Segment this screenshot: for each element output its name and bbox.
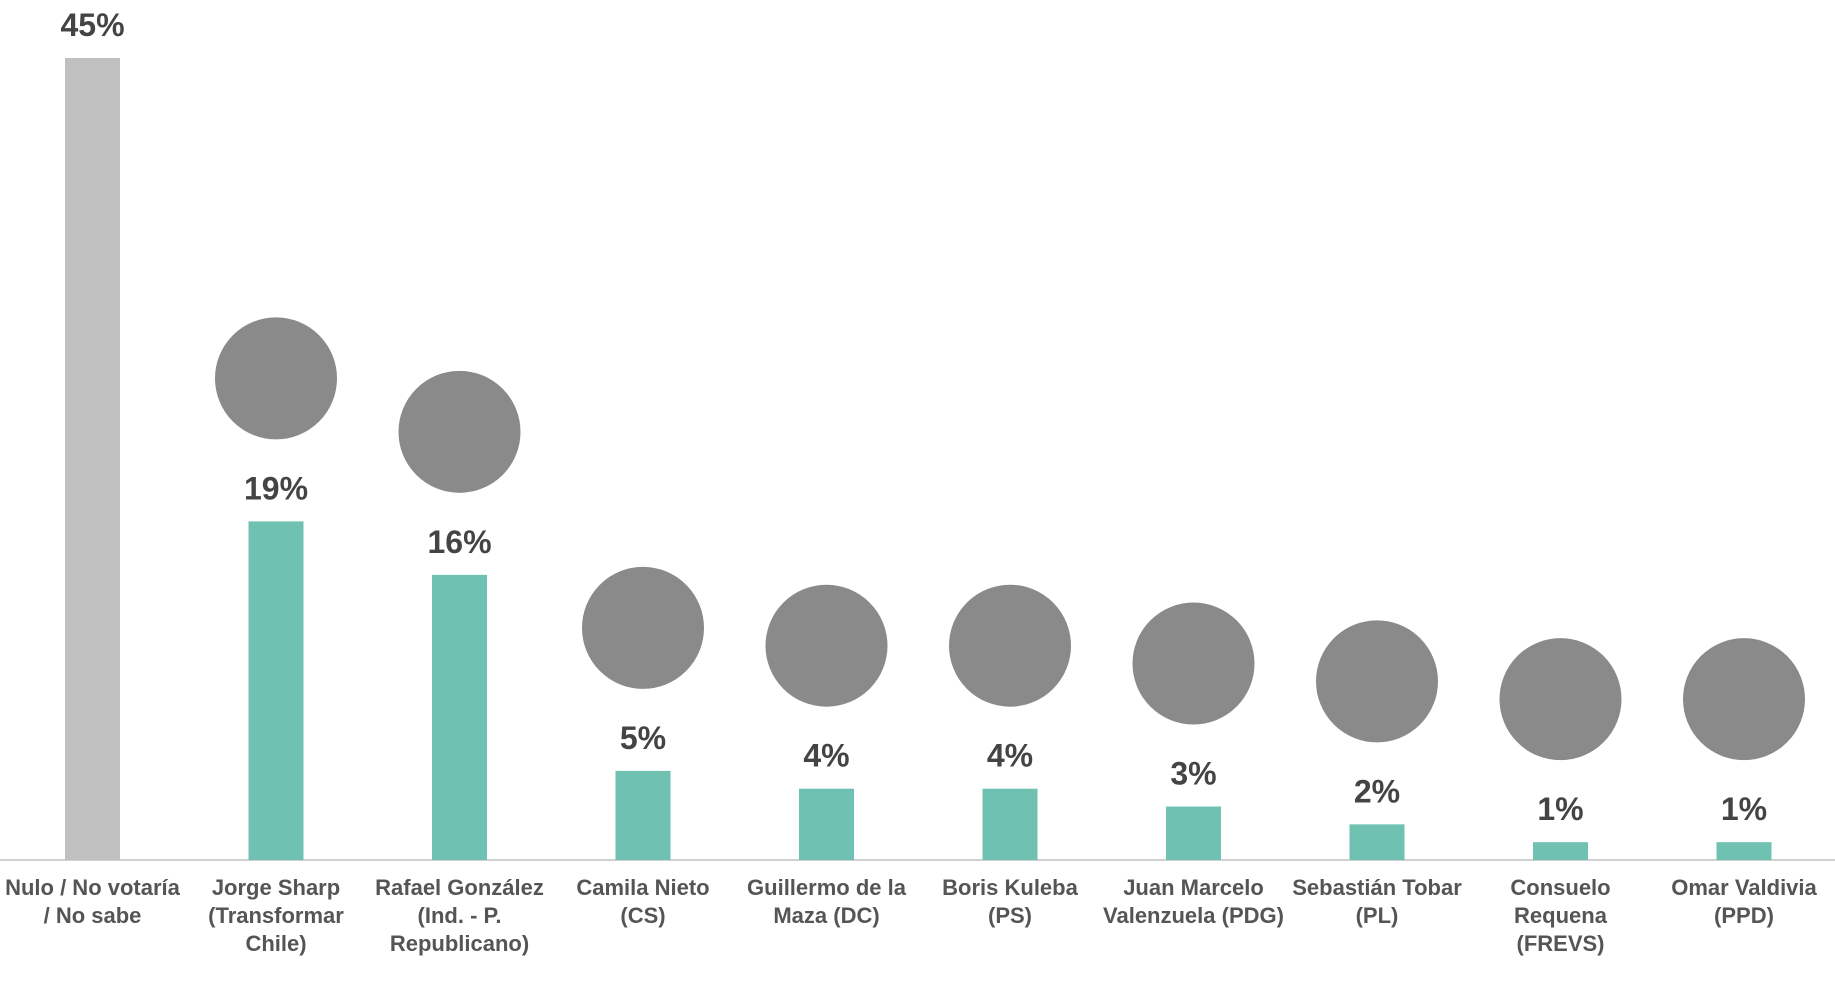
value-label: 4%: [987, 738, 1033, 774]
bar: [982, 788, 1038, 860]
value-label: 4%: [803, 738, 849, 774]
x-tick-label: Rafael González (Ind. - P. Republicano): [375, 875, 544, 956]
x-tick-label: Guillermo de la Maza (DC): [747, 875, 906, 928]
x-tick-label: Consuelo Requena (FREVS): [1510, 875, 1611, 956]
bar: [1349, 824, 1405, 860]
bar: [1716, 842, 1772, 860]
x-tick-label: Omar Valdivia (PPD): [1671, 875, 1817, 928]
x-tick-label: Sebastián Tobar (PL): [1292, 875, 1462, 928]
value-label: 3%: [1170, 756, 1216, 792]
candidate-photo: [1314, 618, 1440, 745]
bar: [1166, 806, 1221, 860]
value-label: 45%: [60, 7, 124, 43]
value-label: 19%: [244, 470, 308, 506]
bar: [799, 788, 854, 860]
value-label: 1%: [1721, 791, 1767, 827]
value-label: 5%: [620, 720, 666, 756]
x-tick-label: Camila Nieto (CS): [576, 875, 710, 928]
bar: [1533, 842, 1588, 860]
value-label: 1%: [1537, 791, 1583, 827]
bar: [65, 58, 120, 860]
candidate-photo: [1497, 636, 1624, 763]
candidate-photo: [947, 582, 1073, 709]
value-label: 2%: [1354, 773, 1400, 809]
bar: [615, 770, 671, 860]
candidate-photo: [763, 582, 890, 709]
candidate-photo: [580, 564, 706, 691]
x-tick-label: Nulo / No votaría / No sabe: [5, 875, 180, 928]
x-tick-label: Juan Marcelo Valenzuela (PDG): [1103, 875, 1284, 928]
candidate-photo: [1130, 600, 1257, 727]
candidate-photo: [396, 368, 523, 495]
bar: [248, 521, 304, 860]
candidate-photo: [1681, 636, 1807, 763]
bar: [432, 574, 487, 860]
candidate-photo: [213, 315, 339, 442]
value-label: 16%: [427, 524, 491, 560]
x-tick-label: Boris Kuleba (PS): [942, 875, 1078, 928]
x-tick-label: Jorge Sharp (Transformar Chile): [208, 875, 344, 956]
